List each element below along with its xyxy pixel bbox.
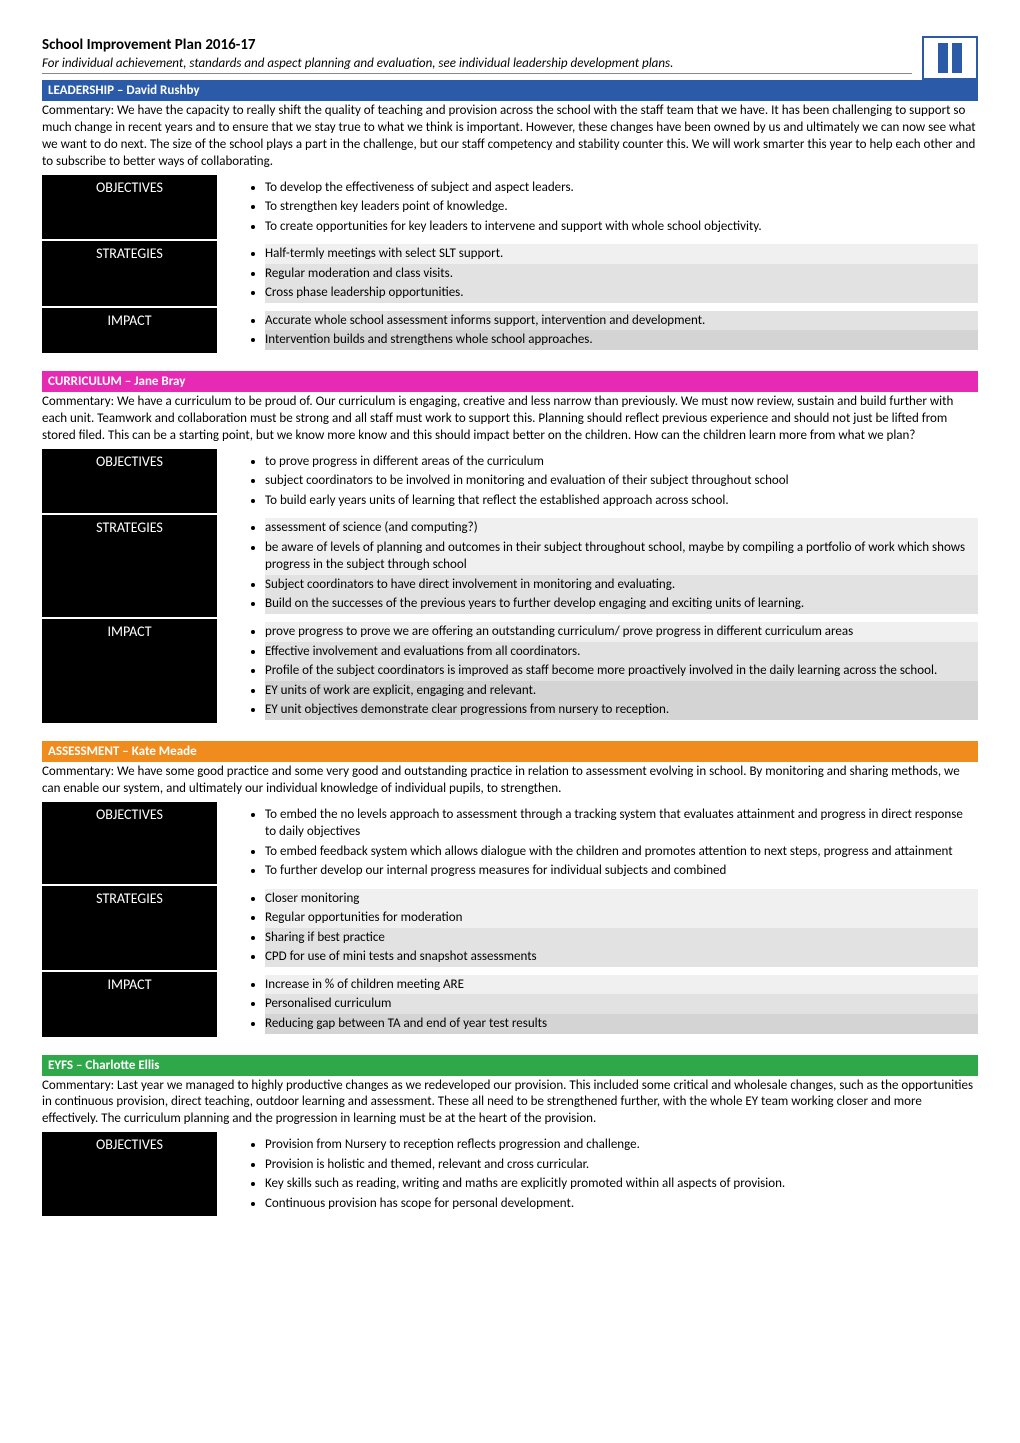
page-header: School Improvement Plan 2016-17 For indi… [42, 36, 978, 80]
row-label: STRATEGIES [42, 241, 217, 306]
list-item: Key skills such as reading, writing and … [265, 1174, 978, 1194]
list-item: To embed feedback system which allows di… [265, 842, 978, 862]
section-heading: ASSESSMENT – Kate Meade [42, 741, 978, 762]
row-body: prove progress to prove we are offering … [217, 619, 978, 723]
list-item: Build on the successes of the previous y… [265, 594, 978, 614]
row-list: Increase in % of children meeting AREPer… [217, 975, 978, 1034]
section-commentary: Commentary: Last year we managed to high… [42, 1078, 978, 1129]
plan-row: STRATEGIES Half-termly meetings with sele… [42, 241, 978, 306]
row-list: Half-termly meetings with select SLT sup… [217, 244, 978, 303]
list-item: Personalised curriculum [265, 994, 978, 1014]
list-item: EY unit objectives demonstrate clear pro… [265, 700, 978, 720]
list-item: prove progress to prove we are offering … [265, 622, 978, 642]
list-item: To strengthen key leaders point of knowl… [265, 197, 978, 217]
list-item: Reducing gap between TA and end of year … [265, 1014, 978, 1034]
row-label: IMPACT [42, 308, 217, 353]
row-list: Accurate whole school assessment informs… [217, 311, 978, 350]
plan-row: IMPACT Accurate whole school assessment i… [42, 308, 978, 353]
plan-row: IMPACT prove progress to prove we are off… [42, 619, 978, 723]
list-item: Regular opportunities for moderation [265, 908, 978, 928]
list-item: Profile of the subject coordinators is i… [265, 661, 978, 681]
plan-row: OBJECTIVES to prove progress in different… [42, 449, 978, 514]
section-leadership: LEADERSHIP – David RushbyCommentary: We … [42, 80, 978, 353]
section-eyfs: EYFS – Charlotte EllisCommentary: Last y… [42, 1055, 978, 1217]
list-item: Effective involvement and evaluations fr… [265, 642, 978, 662]
school-logo-icon [922, 36, 978, 80]
list-item: Regular moderation and class visits. [265, 264, 978, 284]
plan-row: STRATEGIESassessment of science (and com… [42, 515, 978, 617]
list-item: To build early years units of learning t… [265, 491, 978, 511]
row-body: Provision from Nursery to reception refl… [217, 1132, 978, 1216]
row-list: Provision from Nursery to reception refl… [217, 1135, 978, 1213]
list-item: Intervention builds and strengthens whol… [265, 330, 978, 350]
list-item: CPD for use of mini tests and snapshot a… [265, 947, 978, 967]
row-body: assessment of science (and computing?)be… [217, 515, 978, 617]
header-text: School Improvement Plan 2016-17 For indi… [42, 36, 912, 78]
list-item: Continuous provision has scope for perso… [265, 1194, 978, 1214]
plan-row: OBJECTIVES To develop the effectiveness o… [42, 175, 978, 240]
row-body: Half-termly meetings with select SLT sup… [217, 241, 978, 306]
row-label: OBJECTIVES [42, 449, 217, 514]
row-label: IMPACT [42, 972, 217, 1037]
list-item: Half-termly meetings with select SLT sup… [265, 244, 978, 264]
list-item: Provision from Nursery to reception refl… [265, 1135, 978, 1155]
section-curriculum: CURRICULUM – Jane BrayCommentary: We hav… [42, 371, 978, 723]
list-item: To develop the effectiveness of subject … [265, 178, 978, 198]
row-label: OBJECTIVES [42, 802, 217, 884]
section-commentary: Commentary: We have some good practice a… [42, 764, 978, 798]
list-item: To embed the no levels approach to asses… [265, 805, 978, 842]
list-item: Accurate whole school assessment informs… [265, 311, 978, 331]
row-label: STRATEGIES [42, 515, 217, 617]
list-item: Cross phase leadership opportunities. [265, 283, 978, 303]
row-body: Closer monitoringRegular opportunities f… [217, 886, 978, 970]
section-assessment: ASSESSMENT – Kate MeadeCommentary: We ha… [42, 741, 978, 1037]
list-item: Sharing if best practice [265, 928, 978, 948]
row-list: prove progress to prove we are offering … [217, 622, 978, 720]
list-item: assessment of science (and computing?) [265, 518, 978, 538]
row-list: To embed the no levels approach to asses… [217, 805, 978, 881]
plan-row: STRATEGIESCloser monitoringRegular oppor… [42, 886, 978, 970]
row-list: Closer monitoringRegular opportunities f… [217, 889, 978, 967]
list-item: subject coordinators to be involved in m… [265, 471, 978, 491]
list-item: Subject coordinators to have direct invo… [265, 575, 978, 595]
row-body: to prove progress in different areas of … [217, 449, 978, 514]
plan-row: OBJECTIVES To embed the no levels approac… [42, 802, 978, 884]
list-item: To create opportunities for key leaders … [265, 217, 978, 237]
section-heading: CURRICULUM – Jane Bray [42, 371, 978, 392]
row-list: to prove progress in different areas of … [217, 452, 978, 511]
row-list: To develop the effectiveness of subject … [217, 178, 978, 237]
row-body: Accurate whole school assessment informs… [217, 308, 978, 353]
doc-title: School Improvement Plan 2016-17 [42, 36, 912, 54]
list-item: Provision is holistic and themed, releva… [265, 1155, 978, 1175]
section-heading: EYFS – Charlotte Ellis [42, 1055, 978, 1076]
row-body: To embed the no levels approach to asses… [217, 802, 978, 884]
row-body: To develop the effectiveness of subject … [217, 175, 978, 240]
row-label: OBJECTIVES [42, 175, 217, 240]
sections-container: LEADERSHIP – David RushbyCommentary: We … [42, 80, 978, 1216]
doc-subtitle: For individual achievement, standards an… [42, 56, 912, 74]
list-item: be aware of levels of planning and outco… [265, 538, 978, 575]
section-heading: LEADERSHIP – David Rushby [42, 80, 978, 101]
list-item: To further develop our internal progress… [265, 861, 978, 881]
section-commentary: Commentary: We have a curriculum to be p… [42, 394, 978, 445]
row-label: IMPACT [42, 619, 217, 723]
row-label: STRATEGIES [42, 886, 217, 970]
plan-row: OBJECTIVES Provision from Nursery to rece… [42, 1132, 978, 1216]
list-item: to prove progress in different areas of … [265, 452, 978, 472]
row-label: OBJECTIVES [42, 1132, 217, 1216]
section-commentary: Commentary: We have the capacity to real… [42, 103, 978, 171]
list-item: Increase in % of children meeting ARE [265, 975, 978, 995]
plan-row: IMPACTIncrease in % of children meeting … [42, 972, 978, 1037]
row-list: assessment of science (and computing?)be… [217, 518, 978, 614]
row-body: Increase in % of children meeting AREPer… [217, 972, 978, 1037]
list-item: EY units of work are explicit, engaging … [265, 681, 978, 701]
list-item: Closer monitoring [265, 889, 978, 909]
